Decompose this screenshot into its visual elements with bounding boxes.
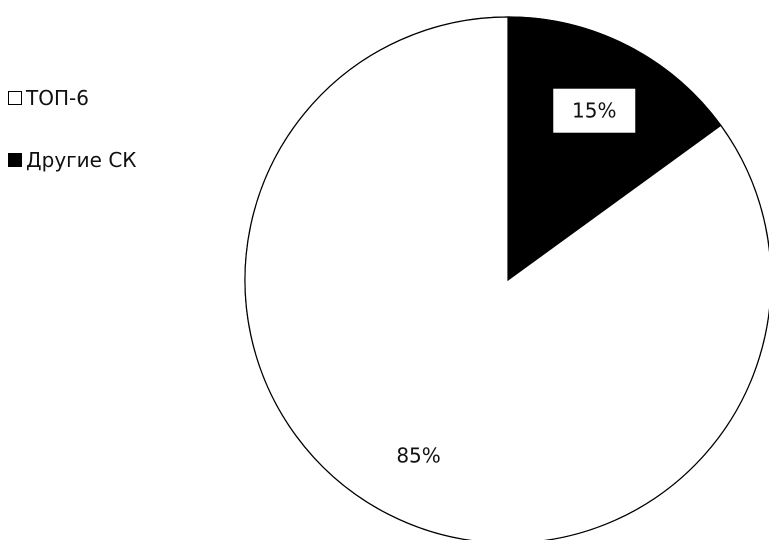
legend-label-other: Другие СК [26, 148, 137, 172]
legend-item-other: Другие СК [8, 146, 137, 174]
pie-label-other: 15% [572, 99, 616, 123]
legend-item-top6: ТОП-6 [8, 84, 137, 112]
pie-slice-top6 [244, 16, 769, 544]
legend-swatch-top6 [8, 91, 22, 105]
pie-label-top6: 85% [396, 444, 440, 468]
legend: ТОП-6 Другие СК [8, 84, 137, 208]
legend-swatch-other [8, 153, 22, 167]
legend-label-top6: ТОП-6 [26, 86, 89, 110]
pie-label-box-other [553, 88, 636, 133]
pie-slice-other [507, 16, 722, 282]
